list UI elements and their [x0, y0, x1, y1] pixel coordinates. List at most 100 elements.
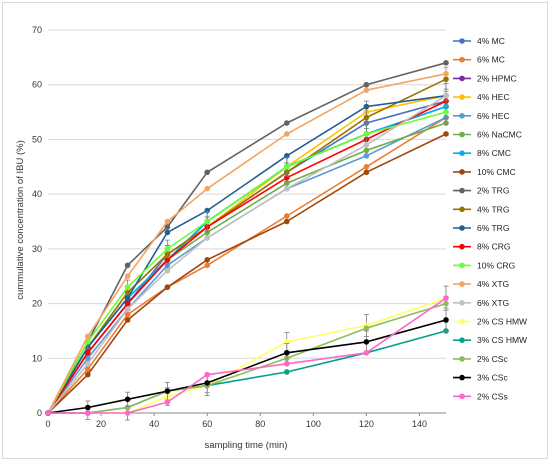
- data-point-10pct-cmc: [164, 284, 171, 290]
- data-point-3pct-csc: [204, 380, 210, 386]
- data-point-2pct-css: [124, 410, 131, 416]
- data-point-4pct-xtg: [284, 131, 290, 137]
- data-point-6pct-nacmc: [363, 147, 370, 154]
- legend-label: 6% MC: [477, 55, 505, 65]
- legend-label: 3% CSc: [477, 373, 508, 383]
- data-point-2pct-trg: [443, 60, 449, 66]
- data-point-6pct-mc: [204, 262, 210, 269]
- series-line-2pct-css: [48, 297, 447, 414]
- data-point-2pct-css: [204, 371, 210, 378]
- legend-label: 2% CSs: [477, 391, 508, 401]
- legend-label: 4% HEC: [477, 92, 510, 102]
- data-point-4pct-xtg: [443, 70, 449, 77]
- data-point-6pct-xtg: [85, 360, 91, 367]
- legend-item-6pct-trg: 6% TRG: [453, 223, 509, 233]
- y-tick-label: 0: [37, 408, 42, 418]
- legend-swatch-marker: [459, 300, 465, 306]
- data-point-2pct-css: [45, 410, 51, 416]
- series-line-10pct-cmc: [47, 133, 447, 414]
- legend-swatch-marker: [459, 206, 465, 213]
- data-point-10pct-crg: [164, 246, 171, 252]
- series-3pct-csc: [45, 307, 449, 416]
- legend-label: 6% NaCMC: [477, 130, 522, 140]
- data-point-6pct-xtg: [284, 185, 290, 192]
- y-axis-ticks: 0 10 20 30 40 50 60 70: [32, 25, 42, 418]
- legend-label: 3% CS HMW: [477, 335, 527, 345]
- legend-swatch-marker: [459, 262, 465, 269]
- legend-item-6pct-nacmc: 6% NaCMC: [453, 130, 522, 140]
- x-tick-label: 140: [412, 419, 427, 429]
- series-line-8pct-crg: [47, 100, 447, 414]
- data-point-6pct-trg: [124, 295, 131, 301]
- legend-item-4pct-hec: 4% HEC: [453, 92, 510, 102]
- legend-item-6pct-mc: 6% MC: [453, 55, 505, 65]
- data-point-10pct-cmc: [443, 131, 449, 137]
- x-tick-label: 40: [149, 419, 159, 429]
- legend-item-8pct-cmc: 8% CMC: [453, 148, 511, 158]
- x-tick-label: 20: [96, 419, 106, 429]
- data-point-3pct-csc: [164, 388, 171, 394]
- legend-item-2pct-hpmc: 2% HPMC: [453, 73, 517, 83]
- series-4pct-xtg: [45, 70, 449, 416]
- data-point-8pct-crg: [85, 350, 91, 356]
- x-tick-label: 120: [359, 419, 374, 429]
- legend-swatch-marker: [459, 356, 465, 362]
- legend-item-3pct-csc: 3% CSc: [453, 373, 508, 383]
- data-point-10pct-cmc: [124, 317, 131, 323]
- legend-label: 6% TRG: [477, 223, 509, 233]
- data-point-4pct-xtg: [124, 273, 131, 280]
- legend-item-2pct-cs-hmw: 2% CS HMW: [453, 317, 527, 327]
- data-point-10pct-cmc: [204, 257, 210, 263]
- series-group: [45, 60, 449, 421]
- data-point-3pct-csc: [85, 404, 91, 411]
- x-tick-label: 80: [255, 419, 265, 429]
- legend-swatch-marker: [459, 374, 465, 381]
- data-point-10pct-cmc: [284, 218, 290, 225]
- legend-label: 6% XTG: [477, 298, 509, 308]
- data-point-2pct-trg: [284, 120, 290, 126]
- legend-swatch-marker: [459, 187, 465, 194]
- x-tick-label: 100: [306, 419, 321, 429]
- data-point-6pct-mc: [284, 213, 290, 219]
- legend-swatch-marker: [459, 94, 465, 100]
- legend-swatch-marker: [459, 113, 465, 119]
- legend-swatch-marker: [459, 38, 465, 44]
- data-point-4pct-trg: [363, 114, 370, 121]
- data-point-6pct-hec: [85, 355, 91, 362]
- series-line-2pct-trg: [47, 62, 447, 414]
- legend-item-10pct-cmc: 10% CMC: [453, 167, 516, 177]
- legend-label: 8% CRG: [477, 242, 511, 252]
- legend-swatch-marker: [459, 281, 465, 287]
- legend: 4% MC 6% MC 2% HPMC 4% HEC 6% HEC 6% NaCMC 8% …: [453, 36, 527, 401]
- data-point-3pct-csc: [124, 396, 131, 403]
- legend-label: 2% HPMC: [477, 73, 517, 83]
- data-point-4pct-xtg: [363, 87, 370, 93]
- legend-swatch-marker: [459, 337, 465, 344]
- legend-label: 2% CSc: [477, 354, 508, 364]
- legend-swatch-marker: [459, 318, 465, 325]
- legend-label: 2% TRG: [477, 186, 509, 196]
- data-point-6pct-hec: [363, 153, 370, 159]
- legend-item-2pct-csc: 2% CSc: [453, 354, 508, 364]
- series-line-4pct-xtg: [47, 73, 447, 414]
- legend-swatch-marker: [459, 243, 465, 250]
- y-tick-label: 40: [32, 189, 42, 199]
- data-point-10pct-crg: [443, 109, 449, 115]
- data-point-2pct-trg: [204, 169, 210, 176]
- legend-label: 2% CS HMW: [477, 317, 527, 327]
- data-point-4pct-xtg: [85, 333, 91, 340]
- legend-item-2pct-trg: 2% TRG: [453, 186, 509, 196]
- y-tick-label: 70: [32, 25, 42, 35]
- legend-label: 8% CMC: [477, 148, 511, 158]
- data-point-2pct-css: [85, 410, 91, 416]
- data-point-6pct-mc: [124, 311, 131, 318]
- legend-swatch-marker: [459, 393, 465, 400]
- data-point-10pct-cmc: [363, 169, 370, 176]
- data-point-6pct-xtg: [124, 306, 131, 312]
- legend-item-4pct-xtg: 4% XTG: [453, 279, 509, 289]
- data-point-2pct-css: [363, 350, 370, 356]
- data-point-6pct-xtg: [164, 267, 171, 274]
- legend-item-4pct-mc: 4% MC: [453, 36, 505, 46]
- y-tick-label: 10: [32, 353, 42, 363]
